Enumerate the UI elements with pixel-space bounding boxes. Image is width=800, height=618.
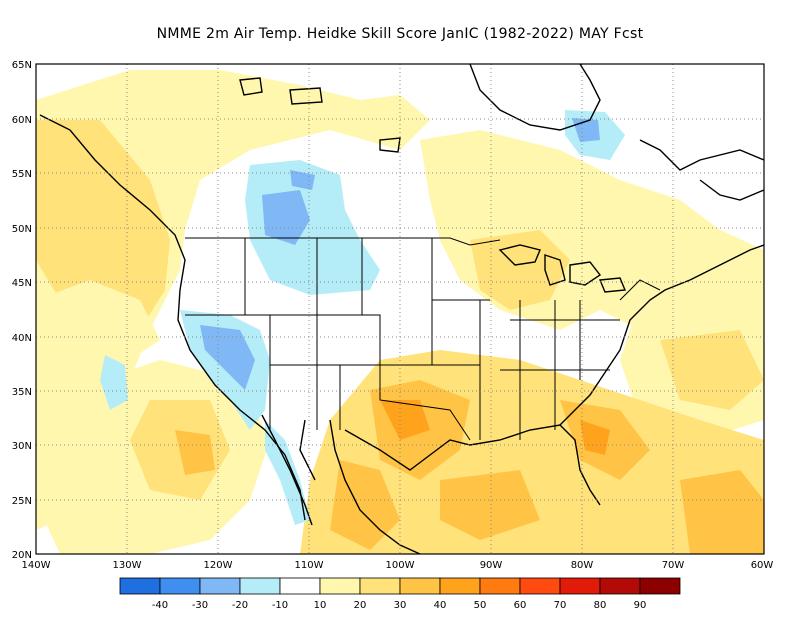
lat-label: 50N	[12, 224, 32, 235]
graticule	[36, 64, 764, 554]
colorbar-tick-label: -40	[152, 600, 168, 611]
colorbar-tick-label: 10	[314, 600, 327, 611]
colorbar-cell	[639, 577, 681, 595]
lon-label: 100W	[386, 560, 415, 571]
colorbar-cell	[599, 577, 641, 595]
lat-label: 60N	[12, 115, 32, 126]
colorbar-tick-label: 70	[554, 600, 567, 611]
lat-label: 25N	[12, 496, 32, 507]
chart-title: NMME 2m Air Temp. Heidke Skill Score Jan…	[156, 26, 644, 42]
colorbar-tick-label: 90	[634, 600, 647, 611]
latitude-labels: 65N 60N 55N 50N 45N 40N 35N 30N 25N 20N	[12, 60, 32, 561]
colorbar-tick-label: 60	[514, 600, 527, 611]
colorbar-cell	[239, 577, 281, 595]
colorbar-tick-label: 20	[354, 600, 367, 611]
colorbar-cell	[439, 577, 481, 595]
lon-label: 60W	[751, 560, 774, 571]
colorbar-cell	[159, 577, 201, 595]
colorbar-cell	[479, 577, 521, 595]
lon-label: 110W	[295, 560, 324, 571]
political-borders	[185, 237, 661, 441]
colorbar	[119, 577, 681, 595]
colorbar-tick-label: -20	[232, 600, 248, 611]
lon-label: 70W	[662, 560, 685, 571]
lat-label: 30N	[12, 441, 32, 452]
lat-label: 45N	[12, 278, 32, 289]
map-frame	[35, 63, 765, 555]
colorbar-cell	[199, 577, 241, 595]
longitude-labels: 140W 130W 120W 110W 100W 90W 80W 70W 60W	[22, 560, 774, 571]
colorbar-cell	[359, 577, 401, 595]
colorbar-cell	[279, 577, 321, 595]
colorbar-labels: -40 -30 -20 -10 10 20 30 40 50 60 70 80 …	[152, 600, 647, 611]
lon-label: 80W	[571, 560, 594, 571]
lat-label: 65N	[12, 60, 32, 71]
colorbar-cell	[519, 577, 561, 595]
lat-label: 55N	[12, 169, 32, 180]
colorbar-tick-label: 80	[594, 600, 607, 611]
colorbar-cell	[319, 577, 361, 595]
colorbar-cell	[119, 577, 161, 595]
lon-label: 140W	[22, 560, 51, 571]
colorbar-tick-label: -30	[192, 600, 208, 611]
lat-label: 40N	[12, 333, 32, 344]
lat-label: 20N	[12, 550, 32, 561]
colorbar-tick-label: 30	[394, 600, 407, 611]
lat-label: 35N	[12, 387, 32, 398]
colorbar-cell	[559, 577, 601, 595]
colorbar-cell	[399, 577, 441, 595]
lon-label: 90W	[480, 560, 503, 571]
lon-label: 130W	[113, 560, 142, 571]
colorbar-tick-label: -10	[272, 600, 288, 611]
lon-label: 120W	[204, 560, 233, 571]
colorbar-tick-label: 50	[474, 600, 487, 611]
colorbar-tick-label: 40	[434, 600, 447, 611]
